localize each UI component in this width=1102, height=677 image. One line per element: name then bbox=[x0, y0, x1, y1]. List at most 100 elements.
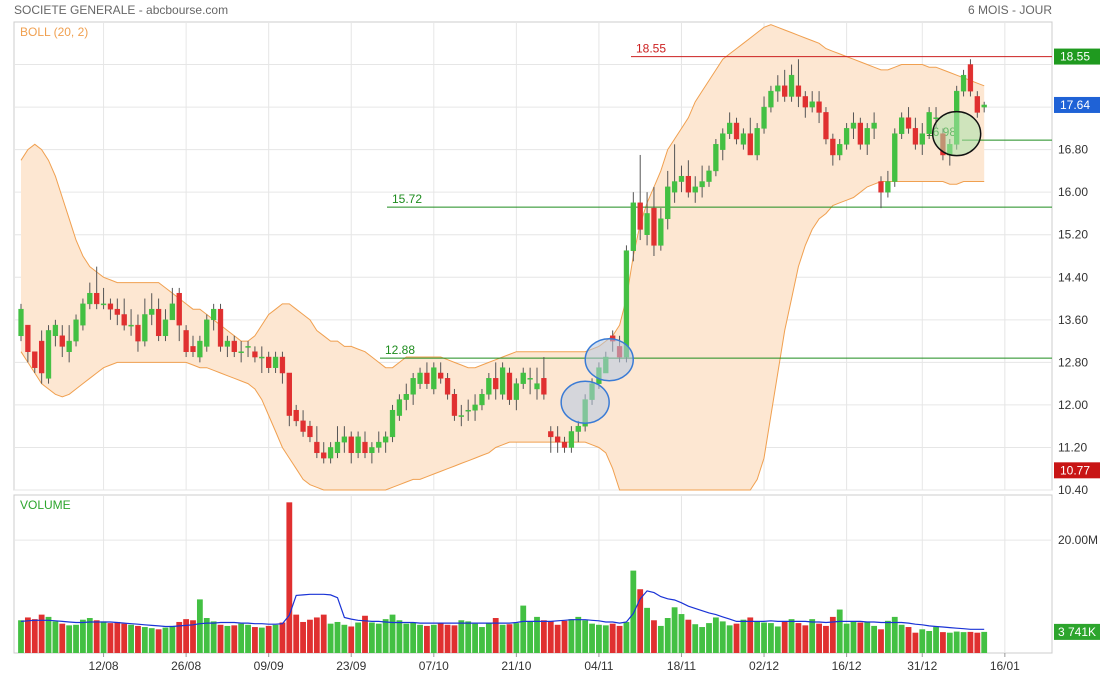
bollinger-lower-line bbox=[20, 181, 985, 491]
candle-body-44 bbox=[321, 452, 327, 459]
candle-body-140 bbox=[981, 104, 987, 108]
candle-36 bbox=[266, 351, 272, 373]
volume-bar-72 bbox=[513, 623, 520, 653]
volume-bar-86 bbox=[609, 623, 616, 653]
candle-body-11 bbox=[94, 292, 100, 305]
candle-89 bbox=[630, 192, 636, 262]
candle-121 bbox=[850, 112, 857, 139]
candle-body-55 bbox=[396, 399, 403, 416]
candle-115 bbox=[809, 91, 815, 113]
volume-bar-54 bbox=[389, 614, 396, 653]
volume-bar-137 bbox=[960, 632, 967, 653]
candle-117 bbox=[823, 107, 829, 145]
volume-bar-113 bbox=[795, 623, 802, 653]
candle-body-80 bbox=[568, 431, 575, 448]
volume-bar-64 bbox=[458, 620, 465, 653]
volume-bar-2 bbox=[31, 619, 38, 653]
candle-body-46 bbox=[334, 441, 341, 454]
volume-bar-56 bbox=[403, 623, 410, 653]
candle-4 bbox=[45, 325, 52, 384]
volume-bar-39 bbox=[286, 502, 293, 653]
candle-body-115 bbox=[809, 101, 815, 108]
candle-13 bbox=[107, 298, 114, 320]
candle-body-28 bbox=[210, 308, 217, 321]
candle-24 bbox=[183, 325, 189, 358]
candle-78 bbox=[554, 426, 561, 453]
candle-body-129 bbox=[905, 117, 912, 129]
volume-bar-29 bbox=[217, 624, 224, 653]
volume-panel[interactable]: VOLUME 20.00M 3 741K bbox=[13, 494, 1100, 654]
volume-bar-6 bbox=[59, 623, 66, 653]
candle-body-78 bbox=[554, 436, 561, 443]
candle-body-10 bbox=[87, 292, 93, 305]
candle-body-17 bbox=[135, 324, 141, 342]
candle-128 bbox=[898, 112, 905, 139]
x-tick-label-1: 26/08 bbox=[171, 659, 201, 673]
volume-bar-114 bbox=[802, 625, 809, 653]
candle-body-77 bbox=[548, 431, 554, 438]
volume-bar-111 bbox=[781, 621, 788, 653]
volume-bar-55 bbox=[396, 620, 403, 653]
candle-body-16 bbox=[128, 324, 134, 327]
volume-bar-12 bbox=[100, 621, 107, 653]
volume-bar-20 bbox=[155, 629, 162, 653]
candle-body-12 bbox=[100, 303, 107, 306]
candle-body-116 bbox=[816, 101, 822, 113]
volume-bar-15 bbox=[121, 623, 128, 653]
volume-bar-93 bbox=[657, 625, 664, 653]
candle-body-52 bbox=[376, 441, 382, 448]
candle-body-2 bbox=[32, 351, 38, 368]
volume-bar-103 bbox=[726, 625, 733, 653]
candle-body-9 bbox=[80, 303, 86, 326]
candle-42 bbox=[307, 420, 313, 443]
candle-140 bbox=[981, 101, 987, 113]
volume-bar-16 bbox=[128, 624, 134, 653]
period-label: 6 MOIS - JOUR bbox=[968, 3, 1052, 17]
candle-body-34 bbox=[252, 351, 258, 358]
candle-60 bbox=[431, 362, 437, 395]
price-tick-3: 12.80 bbox=[1058, 355, 1088, 369]
candle-51 bbox=[369, 442, 375, 464]
candle-body-21 bbox=[162, 319, 169, 337]
candle-body-67 bbox=[479, 394, 485, 406]
candle-124 bbox=[871, 112, 877, 139]
candle-104 bbox=[733, 117, 740, 145]
volume-bar-110 bbox=[774, 626, 781, 653]
candle-body-71 bbox=[506, 372, 513, 400]
candle-body-101 bbox=[713, 144, 719, 172]
candle-74 bbox=[527, 367, 533, 395]
chart-title: SOCIETE GENERALE - abcbourse.com bbox=[14, 3, 228, 17]
candle-body-130 bbox=[912, 128, 919, 145]
candle-91 bbox=[644, 192, 650, 246]
candle-111 bbox=[782, 69, 788, 102]
volume-bar-47 bbox=[341, 624, 348, 653]
candle-body-61 bbox=[438, 372, 444, 379]
volume-bar-3 bbox=[38, 614, 45, 653]
candle-body-93 bbox=[658, 218, 664, 246]
volume-bar-124 bbox=[871, 625, 878, 653]
candle-body-3 bbox=[38, 340, 45, 374]
volume-bar-91 bbox=[644, 607, 650, 653]
volume-bars bbox=[18, 502, 988, 653]
annotation-circle-2 bbox=[931, 110, 982, 157]
candle-body-128 bbox=[898, 117, 905, 134]
candle-112 bbox=[788, 64, 795, 102]
volume-bar-88 bbox=[623, 621, 630, 653]
candle-body-29 bbox=[217, 308, 224, 347]
candle-113 bbox=[795, 59, 802, 108]
candle-3 bbox=[38, 330, 45, 384]
candle-body-126 bbox=[885, 181, 891, 193]
volume-bar-25 bbox=[190, 620, 196, 653]
x-tick-label-6: 04/11 bbox=[584, 659, 613, 673]
candle-48 bbox=[348, 431, 354, 464]
candle-body-138 bbox=[967, 64, 974, 92]
volume-bar-139 bbox=[974, 632, 981, 653]
candle-body-37 bbox=[272, 356, 279, 368]
candle-body-50 bbox=[362, 441, 368, 454]
candle-10 bbox=[87, 282, 93, 310]
candle-73 bbox=[520, 367, 526, 389]
candle-body-127 bbox=[892, 133, 898, 182]
candle-body-56 bbox=[403, 394, 409, 400]
